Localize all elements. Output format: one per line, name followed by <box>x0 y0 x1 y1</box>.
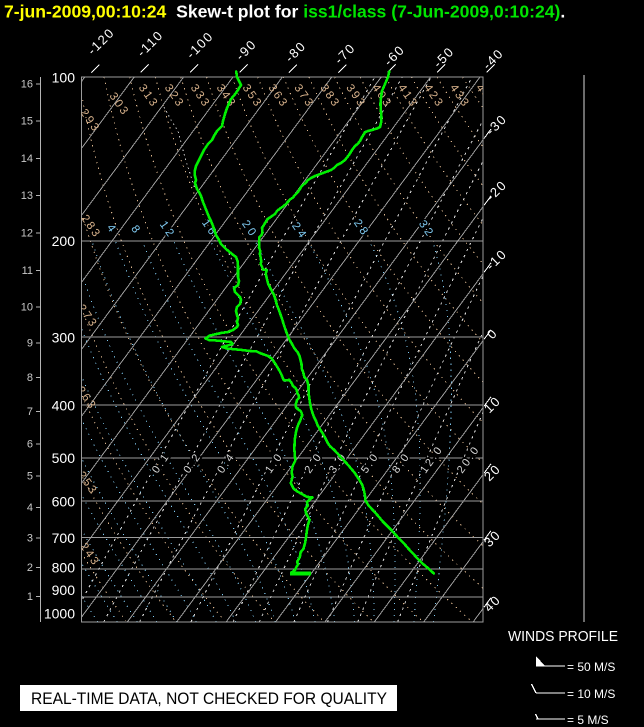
svg-text:1000: 1000 <box>44 606 75 622</box>
svg-text:900: 900 <box>52 582 76 598</box>
svg-text:1: 1 <box>27 591 33 603</box>
svg-text:600: 600 <box>52 493 76 509</box>
svg-text:4: 4 <box>27 502 33 514</box>
svg-text:400: 400 <box>52 397 76 413</box>
svg-text:8: 8 <box>27 372 33 384</box>
svg-text:= 10 M/S: = 10 M/S <box>567 687 615 701</box>
svg-text:7: 7 <box>27 406 33 418</box>
svg-text:= 50 M/S: = 50 M/S <box>567 660 615 674</box>
svg-text:9: 9 <box>27 337 33 349</box>
svg-text:13: 13 <box>21 190 33 202</box>
svg-text:14: 14 <box>21 153 33 165</box>
svg-text:= 5 M/S: = 5 M/S <box>567 713 609 727</box>
svg-text:12: 12 <box>21 228 33 240</box>
svg-text:11: 11 <box>22 265 33 277</box>
svg-text:WINDS PROFILE: WINDS PROFILE <box>508 628 618 645</box>
svg-text:200: 200 <box>52 233 76 249</box>
svg-text:700: 700 <box>52 530 76 546</box>
svg-text:300: 300 <box>52 329 76 345</box>
svg-text:15: 15 <box>21 115 33 127</box>
svg-text:100: 100 <box>52 70 76 86</box>
svg-text:16: 16 <box>21 78 33 90</box>
svg-text:6: 6 <box>27 439 33 451</box>
svg-text:5: 5 <box>27 471 33 483</box>
svg-text:2: 2 <box>27 562 33 574</box>
svg-text:7-jun-2009,00:10:24 Skew-t pl: 7-jun-2009,00:10:24 Skew-t plot for iss1… <box>4 2 565 22</box>
svg-text:REAL-TIME DATA, NOT CHECKED FO: REAL-TIME DATA, NOT CHECKED FOR QUALITY <box>31 690 387 708</box>
svg-text:10: 10 <box>21 302 33 314</box>
svg-text:500: 500 <box>52 450 76 466</box>
svg-text:800: 800 <box>52 559 76 575</box>
svg-text:3: 3 <box>27 533 33 545</box>
